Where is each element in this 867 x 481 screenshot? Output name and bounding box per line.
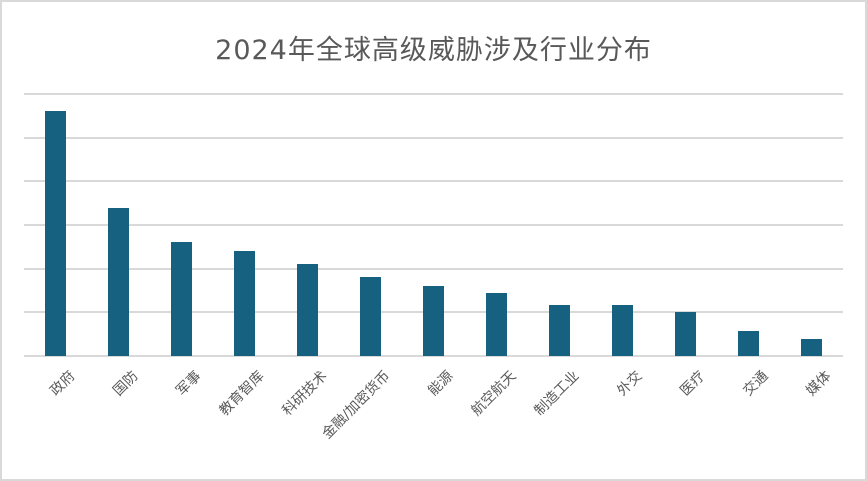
x-axis-label-军事: 军事 [172, 368, 204, 400]
bar-媒体 [801, 339, 822, 356]
gridline [24, 180, 843, 183]
bar-科研技术 [297, 264, 318, 356]
gridline [24, 355, 843, 357]
plot-area [24, 93, 843, 357]
bar-医疗 [675, 312, 696, 356]
x-axis-label-航空航天: 航空航天 [468, 368, 519, 420]
x-axis-label-教育智库: 教育智库 [216, 368, 267, 420]
bar-制造工业 [549, 304, 570, 356]
gridline [24, 93, 843, 95]
x-axis-label-科研技术: 科研技术 [279, 368, 330, 420]
chart-title: 2024年全球高级威胁涉及行业分布 [215, 35, 652, 66]
gridline [24, 267, 843, 270]
x-axis-label-制造工业: 制造工业 [531, 368, 582, 420]
bar-交通 [738, 331, 759, 356]
x-axis-label-能源: 能源 [424, 368, 456, 400]
gridline [24, 136, 843, 139]
x-axis-label-政府: 政府 [46, 368, 78, 400]
x-axis-label-国防: 国防 [109, 368, 141, 400]
bar-航空航天 [486, 292, 507, 356]
bar-金融/加密货币 [360, 277, 381, 356]
x-axis-label-医疗: 医疗 [676, 368, 708, 400]
bar-外交 [612, 304, 633, 356]
bar-军事 [171, 242, 192, 356]
x-axis-label-交通: 交通 [739, 368, 771, 400]
x-axis-label-媒体: 媒体 [802, 368, 834, 400]
bar-政府 [45, 111, 66, 356]
gridline [24, 224, 843, 226]
x-axis-label-外交: 外交 [613, 368, 645, 400]
bar-国防 [108, 207, 129, 356]
bar-教育智库 [234, 251, 255, 356]
bar-能源 [423, 286, 444, 356]
